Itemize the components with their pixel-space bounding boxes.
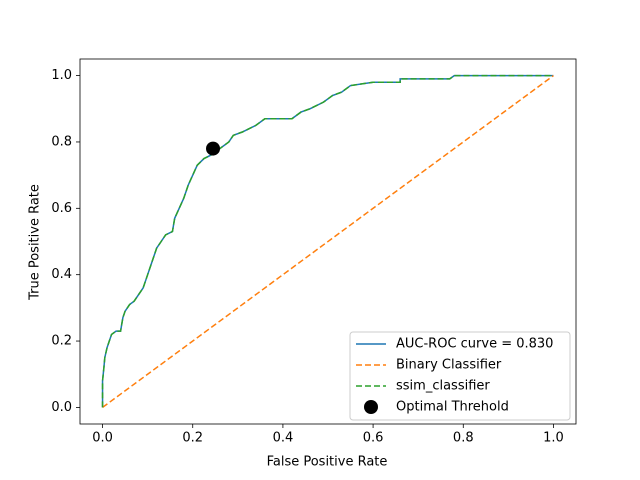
y-tick-label: 0.4 <box>51 267 72 282</box>
y-tick-label: 0.0 <box>51 400 72 415</box>
y-tick-label: 0.6 <box>51 201 72 216</box>
legend-label: Optimal Threhold <box>396 400 509 415</box>
series-line <box>101 74 554 408</box>
legend-label: AUC-ROC curve = 0.830 <box>396 337 553 352</box>
legend-label: ssim_classifier <box>396 379 490 394</box>
y-tick-label: 0.8 <box>51 134 72 149</box>
x-tick-label: 1.0 <box>543 431 564 446</box>
y-tick-label: 0.2 <box>51 334 72 349</box>
plot-frame <box>79 58 577 425</box>
legend-label: Binary Classifier <box>396 358 502 373</box>
legend-box <box>349 331 571 421</box>
x-tick-label: 0.2 <box>182 431 203 446</box>
x-tick-label: 0.6 <box>363 431 384 446</box>
x-tick-label: 0.0 <box>92 431 113 446</box>
y-axis-label: True Positive Rate <box>28 184 43 301</box>
x-axis-label: False Positive Rate <box>267 455 388 470</box>
marker-point <box>206 141 221 156</box>
x-tick-label: 0.4 <box>273 431 294 446</box>
series-line <box>102 74 554 409</box>
legend-marker <box>364 400 378 414</box>
y-tick-label: 1.0 <box>51 68 72 83</box>
x-tick-label: 0.8 <box>453 431 474 446</box>
